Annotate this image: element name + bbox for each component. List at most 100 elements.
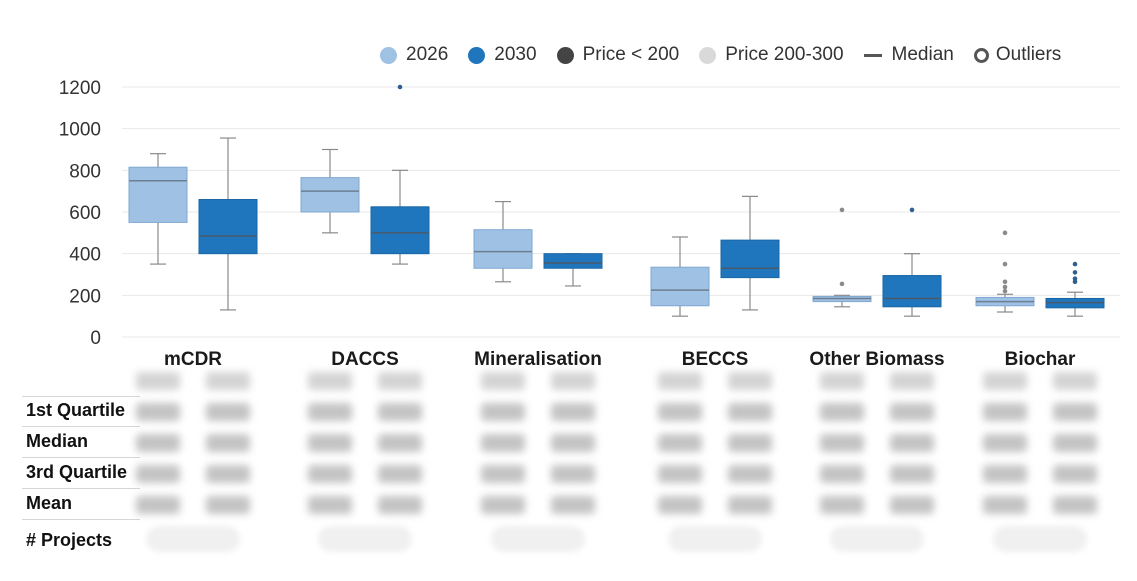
row-label-median: Median [26, 431, 89, 451]
x-category-label: Mineralisation [474, 349, 602, 370]
blurred-cell [658, 372, 702, 390]
legend-swatch [468, 46, 486, 64]
legend-swatch [699, 46, 717, 64]
blurred-cell [136, 465, 180, 483]
blurred-cell [378, 403, 422, 421]
blurred-cell [136, 372, 180, 390]
blurred-cell [481, 496, 525, 514]
blurred-cell [983, 434, 1027, 452]
outlier-point [839, 207, 845, 213]
blurred-cell [308, 372, 352, 390]
blurred-cell [1053, 465, 1097, 483]
legend-item-outliers: Outliers [973, 44, 1062, 66]
blurred-cell [658, 403, 702, 421]
blurred-cell [890, 434, 934, 452]
outlier-point [1072, 261, 1078, 267]
table-divider [22, 396, 140, 397]
y-tick-label: 1000 [59, 120, 101, 141]
legend-label: 2030 [494, 44, 537, 65]
blurred-cell [378, 465, 422, 483]
blurred-cell [551, 496, 595, 514]
blurred-cell [206, 496, 250, 514]
blurred-cell [658, 496, 702, 514]
legend-swatch [863, 53, 882, 57]
blurred-cell [551, 434, 595, 452]
row-label-mean: Mean [26, 493, 73, 513]
blurred-cell [378, 372, 422, 390]
legend-item-2026: 2026 [380, 44, 448, 66]
legend-swatch [556, 46, 574, 64]
blurred-cell [820, 496, 864, 514]
row-label-3rd-quartile: 3rd Quartile [26, 462, 128, 482]
legend-item-2030: 2030 [468, 44, 537, 66]
outlier-point [839, 281, 845, 287]
blurred-cell [983, 465, 1027, 483]
box-2026 [473, 229, 533, 269]
y-tick-label: 800 [69, 161, 101, 182]
blurred-cell [1053, 434, 1097, 452]
outlier-point [909, 207, 915, 213]
blurred-cell [728, 403, 772, 421]
blurred-projects-pill [491, 526, 585, 552]
legend-label: Price 200-300 [725, 44, 844, 65]
outlier-point [397, 84, 403, 90]
blurred-projects-pill [830, 526, 924, 552]
legend-item-median: Median [863, 44, 954, 66]
blurred-cell [658, 465, 702, 483]
x-category-label: DACCS [331, 349, 399, 370]
blurred-cell [308, 465, 352, 483]
blurred-cell [206, 372, 250, 390]
blurred-projects-pill [318, 526, 412, 552]
legend-item-price-200-300: Price 200-300 [699, 44, 844, 66]
table-divider [22, 457, 140, 458]
blurred-cell [308, 403, 352, 421]
blurred-cell [658, 434, 702, 452]
blurred-cell [728, 465, 772, 483]
box-2030 [882, 275, 942, 308]
blurred-projects-pill [993, 526, 1087, 552]
legend-label: Outliers [995, 44, 1062, 65]
blurred-cell [983, 496, 1027, 514]
outlier-point [1002, 284, 1008, 290]
y-tick-label: 200 [69, 286, 101, 307]
blurred-cell [983, 403, 1027, 421]
table-divider [22, 519, 140, 520]
blurred-cell [481, 403, 525, 421]
table-divider [22, 488, 140, 489]
row-label-projects: # Projects [26, 530, 113, 550]
blurred-cell [206, 465, 250, 483]
legend-label: 2026 [406, 44, 449, 65]
outlier-point [1072, 270, 1078, 275]
table-divider [22, 426, 140, 427]
blurred-cell [890, 496, 934, 514]
blurred-cell [378, 434, 422, 452]
blurred-cell [136, 496, 180, 514]
box-2030 [720, 239, 780, 279]
blurred-cell [890, 372, 934, 390]
x-category-label: mCDR [164, 349, 222, 370]
outlier-point [1002, 261, 1008, 267]
blurred-cell [481, 465, 525, 483]
blurred-cell [890, 403, 934, 421]
blurred-cell [206, 403, 250, 421]
blurred-projects-pill [668, 526, 762, 552]
y-tick-label: 0 [90, 328, 101, 349]
blurred-cell [481, 434, 525, 452]
blurred-cell [308, 434, 352, 452]
blurred-cell [551, 372, 595, 390]
blurred-projects-pill [146, 526, 240, 552]
blurred-cell [820, 372, 864, 390]
outlier-point [1002, 230, 1008, 236]
legend-label: Median [891, 44, 954, 65]
legend-swatch [973, 47, 989, 63]
blurred-cell [378, 496, 422, 514]
y-tick-label: 1200 [59, 78, 101, 99]
blurred-cell [1053, 372, 1097, 390]
box-2026 [300, 177, 360, 213]
legend-swatch [380, 46, 397, 64]
blurred-cell [551, 403, 595, 421]
y-tick-label: 600 [69, 203, 101, 224]
legend-item-price-200: Price < 200 [556, 44, 680, 66]
legend-label: Price < 200 [582, 44, 680, 65]
